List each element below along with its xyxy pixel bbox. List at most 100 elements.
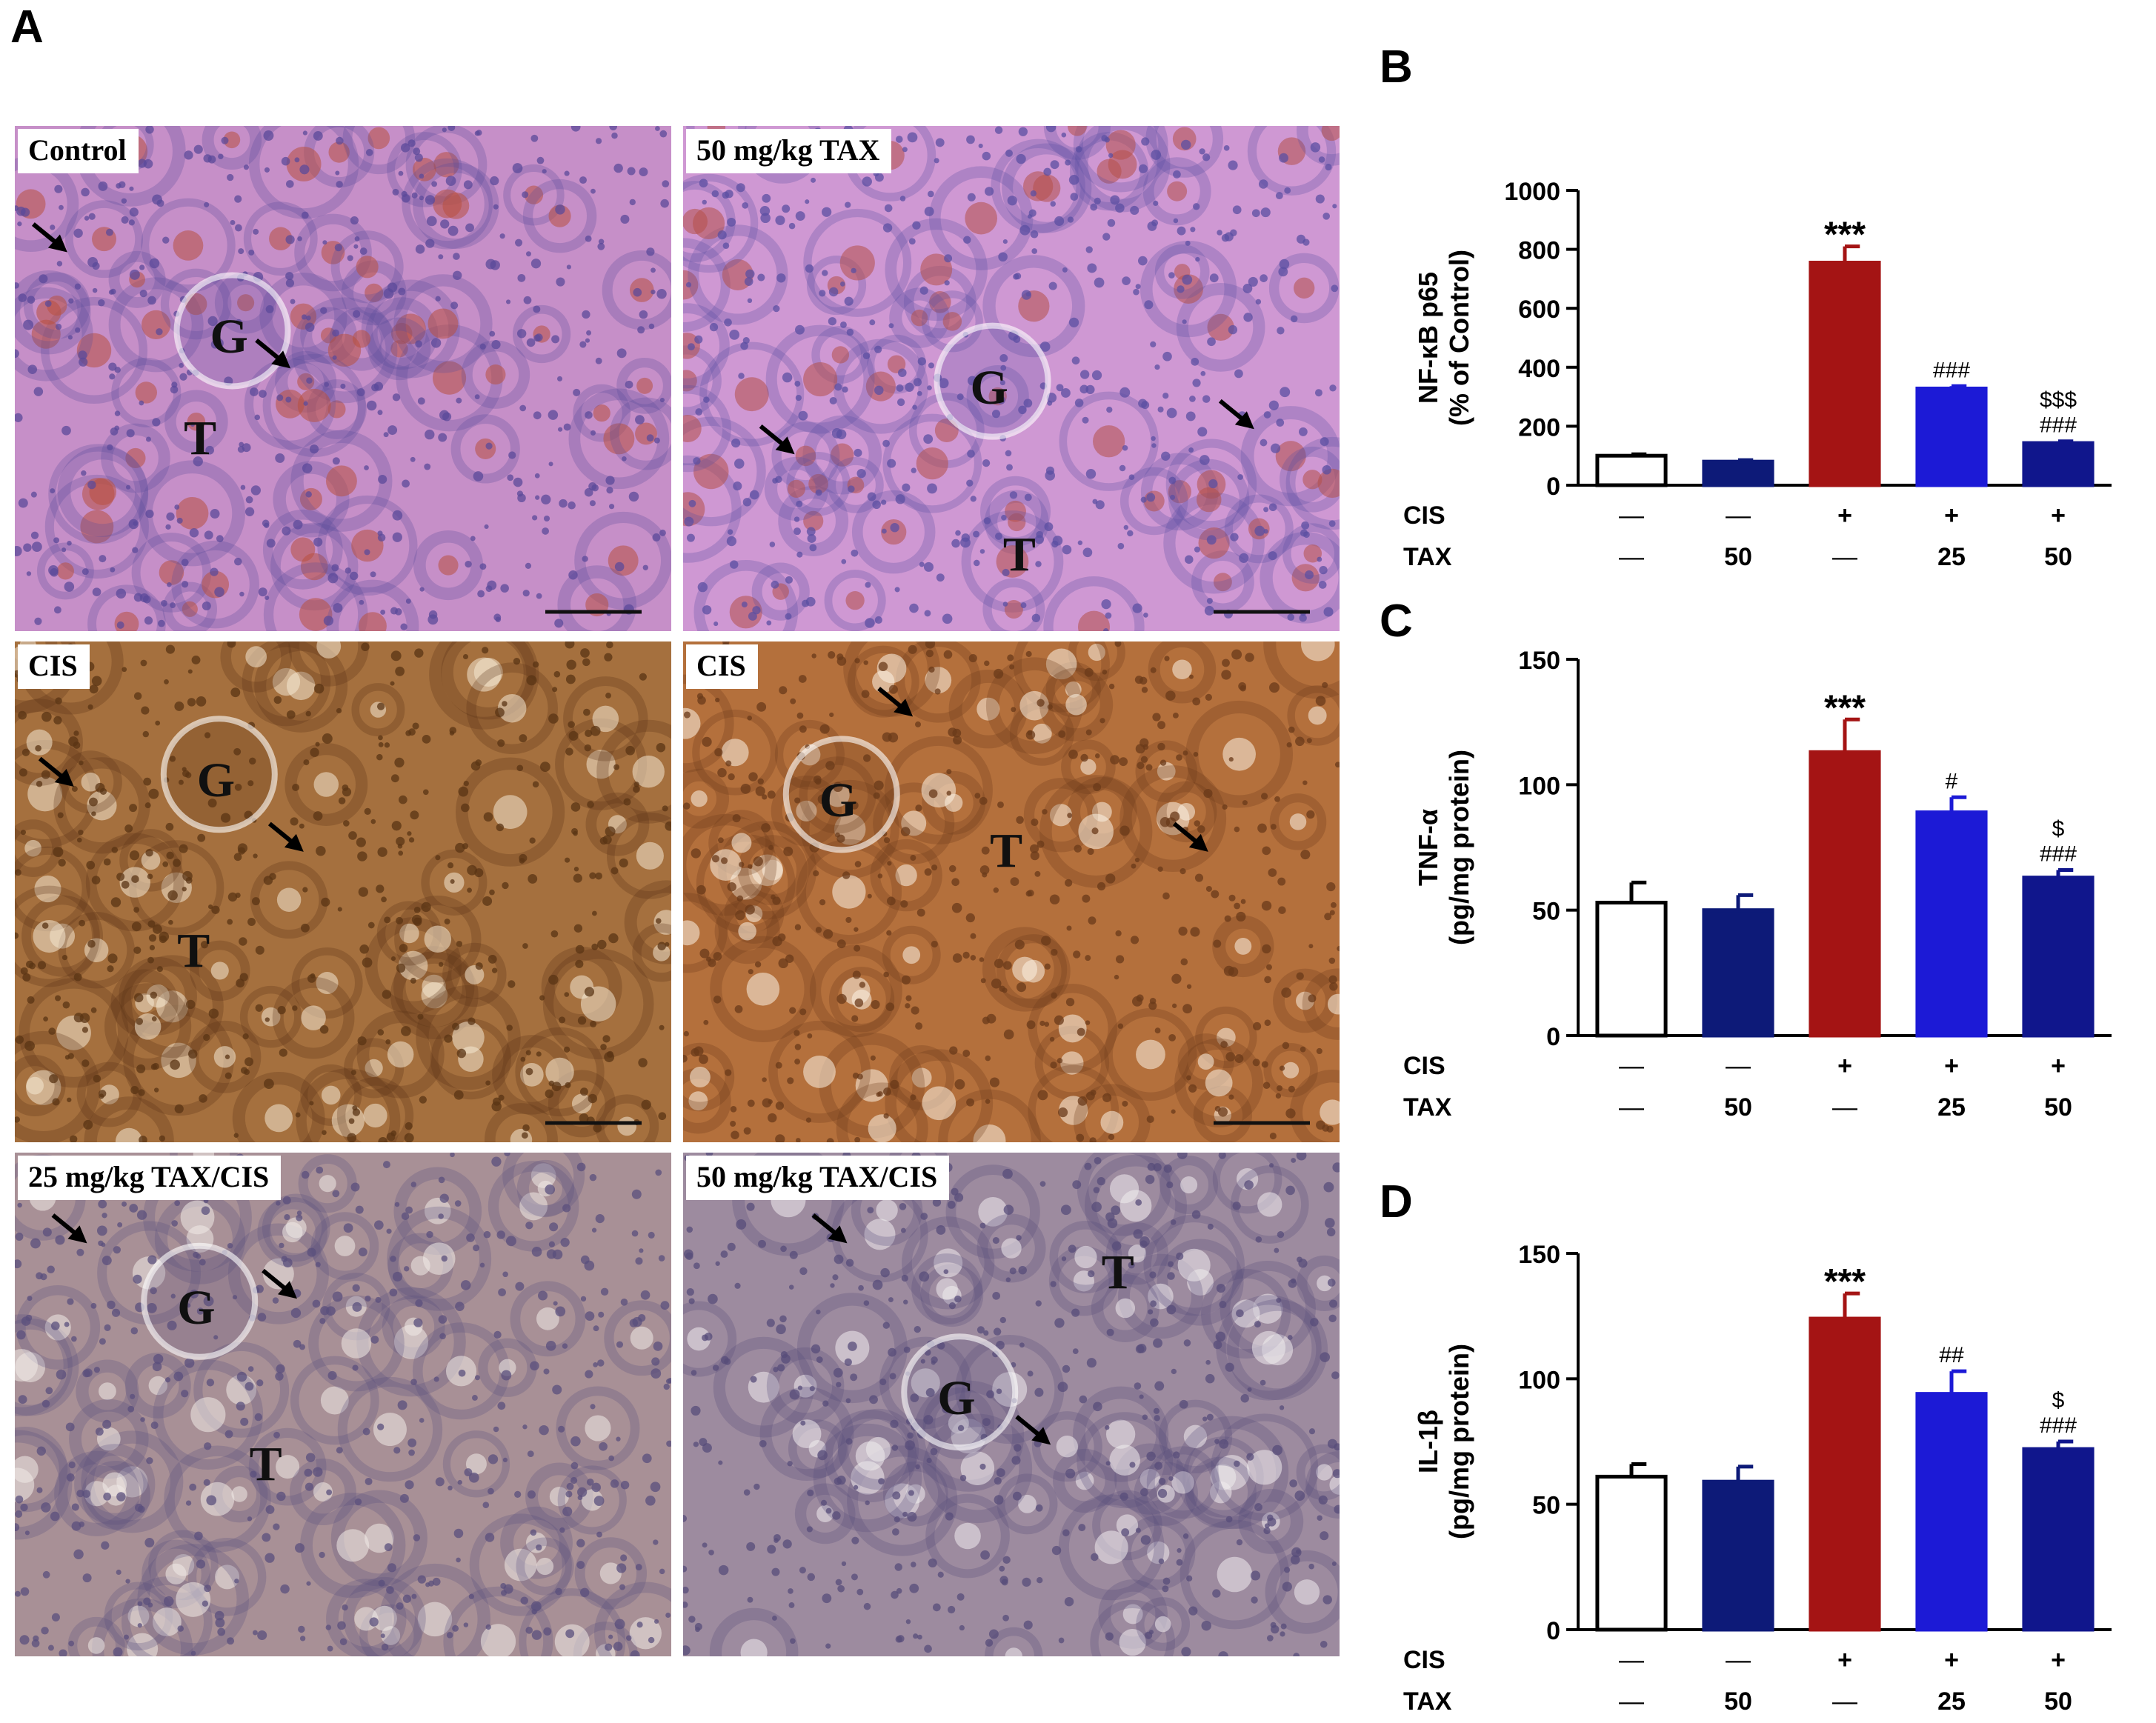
y-axis-label-units: (pg/mg protein) [1444, 1344, 1474, 1539]
y-tick-label: 0 [1546, 473, 1560, 501]
treatment-cell: 50 [1724, 1687, 1752, 1716]
micrograph-tissue-image [15, 1153, 671, 1656]
y-tick-label: 50 [1532, 1492, 1560, 1520]
micrograph-4: G T CIS [683, 641, 1340, 1142]
bar [1702, 459, 1774, 487]
y-tick-label: 100 [1518, 1366, 1560, 1394]
bar [1702, 1479, 1774, 1632]
nfkb-bar-chart: 0 200 400 600 800 1000 NF-κB p65 (% of Control)… [1403, 178, 2112, 571]
y-tick-label: 100 [1518, 772, 1560, 800]
treatment-row-label: CIS [1403, 1052, 1445, 1080]
micrograph-label: CIS [18, 644, 90, 689]
micrograph-2: G T 50 mg/kg TAX [683, 126, 1340, 631]
y-tick-label: 600 [1518, 296, 1560, 324]
significance-label: ### [2040, 841, 2077, 866]
bar [1595, 453, 1668, 487]
glomerulus-label: G [196, 753, 236, 808]
treatment-cell: + [1944, 1646, 1959, 1674]
treatment-cell: — [1726, 1052, 1751, 1080]
treatment-cell: 25 [1937, 1687, 1966, 1716]
treatment-cell: + [2051, 1646, 2066, 1674]
arrow-icon [38, 756, 74, 787]
treatment-cell: 50 [2044, 1093, 2072, 1122]
y-tick-label: 800 [1518, 237, 1560, 265]
significance-label: *** [1824, 216, 1866, 255]
y-tick-label: 1000 [1504, 178, 1560, 206]
micrograph-tissue-image [683, 126, 1340, 631]
treatment-cell: 50 [1724, 543, 1752, 571]
tubule-label: T [1101, 1245, 1134, 1300]
tubule-label: T [990, 823, 1023, 878]
y-axis-label: NF-κB p65 [1413, 272, 1443, 404]
micrograph-label: 50 mg/kg TAX/CIS [686, 1156, 950, 1200]
treatment-cell: — [1619, 1093, 1644, 1122]
bar [1595, 1474, 1668, 1632]
glomerulus-label: G [177, 1280, 216, 1335]
treatment-cell: — [1726, 1646, 1751, 1674]
significance-label: ### [1933, 358, 1970, 382]
glomerulus-label: G [210, 310, 248, 364]
treatment-cell: — [1619, 1646, 1644, 1674]
treatment-cell: — [1619, 1687, 1644, 1716]
y-tick-label: 150 [1518, 647, 1560, 675]
micrograph-6: G T 50 mg/kg TAX/CIS [683, 1153, 1340, 1656]
bar [1915, 386, 1988, 487]
arrow-icon [877, 687, 914, 717]
panel-a-letter: A [10, 1, 44, 53]
arrow-icon [262, 1268, 297, 1299]
micrograph-tissue-image [683, 1153, 1340, 1656]
treatment-cell: 50 [2044, 1687, 2072, 1716]
y-axis-label: IL-1β [1413, 1410, 1443, 1473]
bar [1809, 261, 1881, 487]
arrow-icon [255, 339, 291, 369]
treatment-cell: 25 [1937, 1093, 1966, 1122]
y-axis-label-units: (pg/mg protein) [1444, 750, 1474, 945]
y-tick-label: 200 [1518, 413, 1560, 441]
significance-label: $ [2052, 816, 2065, 841]
arrow-icon [31, 222, 67, 253]
arrow-icon [1218, 399, 1254, 430]
treatment-row-label: TAX [1403, 1093, 1452, 1122]
micrograph-5: G T 25 mg/kg TAX/CIS [15, 1153, 671, 1656]
treatment-cell: 25 [1937, 543, 1966, 571]
tubule-label: T [1002, 527, 1036, 581]
micrograph-tissue-image [683, 641, 1340, 1142]
y-tick-label: 50 [1532, 898, 1560, 926]
glomerulus-label: G [819, 773, 858, 828]
treatment-cell: + [1944, 1052, 1959, 1080]
treatment-cell: — [1619, 543, 1644, 571]
y-axis-label: TNF-α [1413, 809, 1443, 886]
treatment-cell: — [1832, 1687, 1857, 1716]
arrow-icon [1172, 821, 1208, 852]
micrograph-1: G T Control [15, 126, 671, 631]
treatment-cell: + [1837, 1646, 1852, 1674]
treatment-row-label: TAX [1403, 543, 1452, 571]
treatment-row-label: TAX [1403, 1687, 1452, 1716]
treatment-cell: + [1837, 501, 1852, 530]
micrograph-3: G T CIS [15, 641, 671, 1142]
arrow-icon [1015, 1415, 1051, 1445]
micrograph-label: CIS [686, 644, 758, 689]
bar [1915, 1392, 1988, 1632]
arrow-icon [267, 821, 304, 852]
glomerulus-label: G [970, 360, 1008, 415]
treatment-cell: 50 [2044, 543, 2072, 571]
treatment-cell: + [2051, 501, 2066, 530]
bar [2022, 441, 2095, 487]
y-tick-label: 0 [1546, 1023, 1560, 1051]
bar [2022, 1447, 2095, 1632]
treatment-cell: — [1619, 1052, 1644, 1080]
bar [1702, 908, 1774, 1038]
micrograph-tissue-image [15, 126, 671, 631]
significance-label: *** [1824, 688, 1866, 727]
treatment-cell: 50 [1724, 1093, 1752, 1122]
significance-label: ### [2040, 413, 2077, 438]
y-tick-label: 400 [1518, 355, 1560, 383]
treatment-cell: — [1619, 501, 1644, 530]
tubule-label: T [177, 924, 210, 979]
tubule-label: T [249, 1436, 282, 1491]
significance-label: # [1946, 769, 1958, 793]
il-1beta-bar-chart: 0 50 100 150 IL-1β (pg/mg protein) *** ## $### CI… [1403, 1241, 2112, 1716]
arrow-icon [811, 1213, 848, 1244]
treatment-row-label: CIS [1403, 1646, 1445, 1674]
